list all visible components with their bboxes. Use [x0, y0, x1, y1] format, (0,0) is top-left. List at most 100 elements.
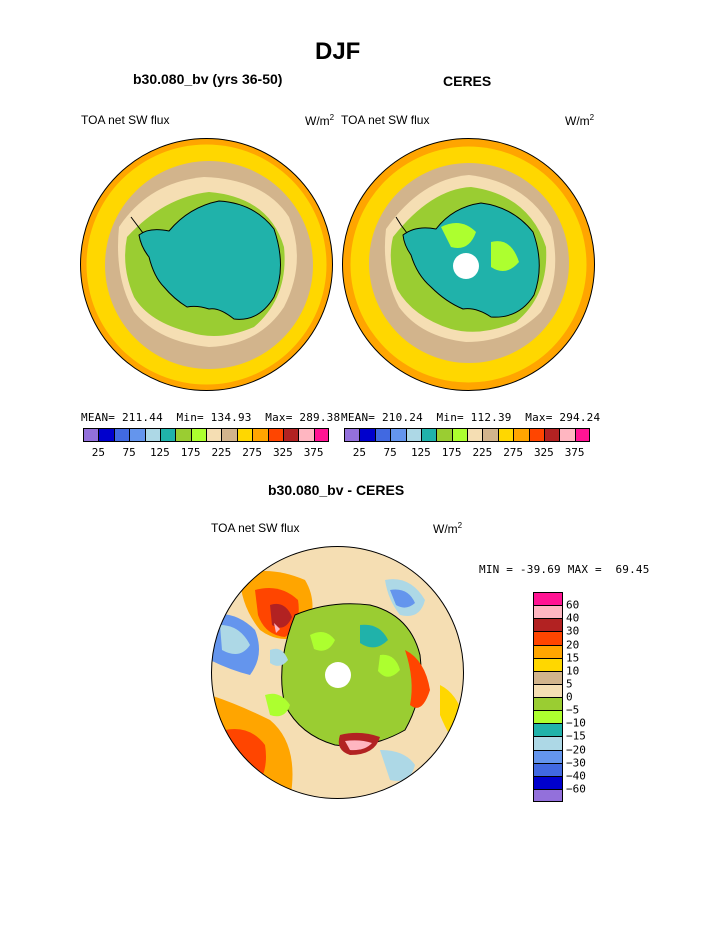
diff-colorbar-tick-label: −30 [566, 756, 586, 770]
colorbar-swatch [359, 428, 375, 442]
colorbar-swatch [313, 428, 329, 442]
diff-colorbar-tick-label: 30 [566, 624, 580, 638]
diff-colorbar-swatch [533, 683, 563, 697]
colorbar-tick-label: 125 [149, 446, 170, 459]
diff-panel-units: W/m2 [433, 521, 463, 536]
colorbar-swatch [405, 428, 421, 442]
right-colorbar-ticks: 25 75 125 175 225 275 325 375 [344, 446, 590, 460]
diff-panel-variable: TOA net SW flux [211, 521, 300, 535]
colorbar-tick-label: 375 [303, 446, 324, 459]
colorbar-swatch [190, 428, 206, 442]
colorbar-swatch [298, 428, 314, 442]
diff-colorbar-tick-label: −5 [566, 703, 580, 717]
antarctic-peninsula [130, 216, 144, 234]
colorbar-tick-label: 175 [441, 446, 462, 459]
colorbar-swatch [390, 428, 406, 442]
diff-colorbar-tick-label: 20 [566, 638, 580, 651]
colorbar-swatch [374, 428, 391, 442]
left-panel-units: W/m2 [305, 113, 335, 128]
pole-hole [453, 253, 479, 279]
colorbar-tick-label: 375 [564, 446, 585, 459]
colorbar-tick-label: 25 [352, 446, 366, 459]
right-panel-variable: TOA net SW flux [341, 113, 430, 127]
diff-colorbar-swatch [533, 657, 563, 671]
colorbar-swatch [543, 428, 560, 442]
right-panel-units: W/m2 [565, 113, 595, 128]
colorbar-swatch [420, 428, 437, 442]
diff-colorbar-swatch [533, 618, 563, 632]
colorbar-swatch [482, 428, 498, 442]
diff-colorbar-tick-label: 40 [566, 611, 580, 625]
diff-colorbar-tick-label: −15 [566, 729, 586, 743]
colorbar-tick-label: 325 [533, 446, 554, 459]
left-panel-variable: TOA net SW flux [81, 113, 170, 127]
colorbar-tick-label: 75 [122, 446, 136, 459]
colorbar-swatch [451, 428, 467, 442]
colorbar-swatch [267, 428, 283, 442]
diff-colorbar-swatch [533, 710, 563, 724]
diff-colorbar-swatch [533, 775, 563, 789]
diff-colorbar-tick-label: −60 [566, 782, 586, 796]
colorbar-tick-label: 125 [410, 446, 431, 459]
colorbar-swatch [175, 428, 191, 442]
colorbar-tick-label: 175 [180, 446, 201, 459]
diff-colorbar-ticks: 60 40 30 20 15 10 5 0 −5 −10 −15 −20 −30 −40 −60 [566, 592, 626, 802]
diff-colorbar-swatch [533, 749, 563, 763]
left-stats: MEAN= 211.44 Min= 134.93 Max= 289.38 [81, 411, 341, 424]
diff-colorbar-tick-label: 10 [566, 664, 580, 678]
antarctica-teal [138, 200, 281, 320]
colorbar-swatch [282, 428, 299, 442]
diff-colorbar-swatch [533, 670, 563, 684]
colorbar-swatch [574, 428, 590, 442]
diff-colorbar-swatch [533, 605, 563, 619]
diff-colorbar-tick-label: 5 [566, 677, 573, 691]
diff-colorbar-tick-label: −20 [566, 743, 586, 756]
page-title: DJF [315, 38, 361, 65]
colorbar-tick-label: 275 [242, 446, 263, 459]
colorbar-swatch [113, 428, 130, 442]
colorbar-swatch [559, 428, 575, 442]
diff-colorbar-swatch [533, 762, 563, 776]
diff-colorbar-swatch [533, 631, 563, 645]
left-colorbar-ticks: 25 75 125 175 225 275 325 375 [83, 446, 329, 460]
diff-colorbar-swatch [533, 736, 563, 750]
colorbar-swatch [497, 428, 514, 442]
colorbar-swatch [129, 428, 145, 442]
colorbar-swatch [344, 428, 360, 442]
diff-panel-title: b30.080_bv - CERES [268, 482, 405, 498]
right-panel-title: CERES [443, 73, 492, 89]
diff-colorbar-swatch [533, 644, 563, 658]
colorbar-swatch [513, 428, 529, 442]
colorbar-tick-label: 275 [503, 446, 524, 459]
right-colorbar [344, 428, 590, 442]
diff-stats: MIN = -39.69 MAX = 69.45 [479, 563, 650, 576]
colorbar-tick-label: 225 [472, 446, 493, 459]
colorbar-tick-label: 325 [272, 446, 293, 459]
colorbar-tick-label: 225 [211, 446, 232, 459]
colorbar-swatch [144, 428, 160, 442]
colorbar-swatch [83, 428, 99, 442]
diff-colorbar-tick-label: −40 [566, 769, 586, 783]
ceres-polar-map [342, 138, 595, 391]
diff-colorbar-swatch [533, 697, 563, 711]
colorbar-swatch [159, 428, 176, 442]
diff-polar-map [211, 546, 464, 799]
colorbar-swatch [528, 428, 544, 442]
diff-colorbar-swatch [533, 592, 563, 606]
colorbar-swatch [206, 428, 222, 442]
diff-colorbar-tick-label: −10 [566, 716, 586, 730]
right-stats: MEAN= 210.24 Min= 112.39 Max= 294.24 [341, 411, 601, 424]
colorbar-tick-label: 75 [383, 446, 397, 459]
diff-colorbar [533, 592, 563, 802]
left-colorbar [83, 428, 329, 442]
colorbar-swatch [252, 428, 268, 442]
colorbar-swatch [436, 428, 452, 442]
diff-colorbar-swatch [533, 788, 563, 802]
diff-colorbar-tick-label: 60 [566, 598, 580, 612]
diff-colorbar-swatch [533, 723, 563, 737]
colorbar-swatch [221, 428, 237, 442]
colorbar-swatch [98, 428, 114, 442]
colorbar-swatch [467, 428, 483, 442]
diff-colorbar-tick-label: 0 [566, 690, 573, 704]
model-polar-map [80, 138, 333, 391]
